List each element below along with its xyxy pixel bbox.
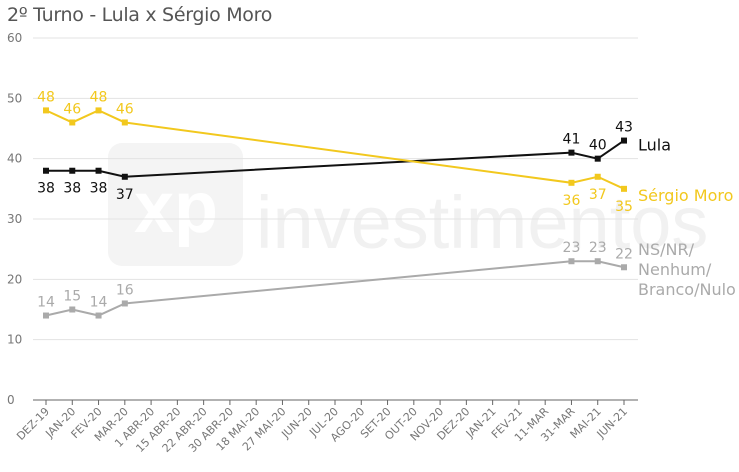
series-ns: 14 15 14 16 23 23 22 NS/NR/Nenhum/Branco/Nulo [37,240,736,319]
y-tick-label: 40 [7,152,22,166]
data-point [121,173,128,180]
data-point [621,137,627,144]
x-tick-label: DEZ-19 [14,405,52,443]
data-label: 14 [90,295,108,311]
data-point [69,306,76,313]
xp-logo-badge [108,143,243,266]
data-label: 37 [589,187,607,203]
data-label: 23 [589,240,607,256]
data-point [95,167,102,174]
data-label: 36 [563,193,581,209]
series-name-label: NS/NR/ [638,240,695,259]
data-point [121,300,128,307]
y-tick-label: 10 [7,333,22,347]
series-name-label: Branco/Nulo [638,280,736,299]
data-label: 15 [63,289,81,305]
data-label: 46 [116,101,134,117]
series-group: 38 38 38 37 41 40 43 Lula 48 46 48 46 36 37 35 Sérgio M… [37,89,736,319]
data-point [69,119,76,126]
data-label: 43 [615,120,633,136]
xp-investimentos-watermark: xp investimentos [108,143,708,266]
y-tick-label: 0 [7,393,15,407]
data-point [43,312,49,319]
y-tick-label: 30 [7,212,22,226]
data-label: 46 [63,101,81,117]
data-label: 48 [90,89,108,105]
data-point [121,119,128,126]
data-label: 38 [90,181,108,197]
data-label: 40 [589,138,607,154]
data-label: 38 [37,181,55,197]
data-point [594,155,601,162]
y-tick-label: 50 [7,91,22,105]
data-label: 22 [615,246,633,262]
data-point [568,149,575,156]
data-label: 38 [63,181,81,197]
series-lula: 38 38 38 37 41 40 43 Lula [37,120,671,203]
data-point [594,173,601,180]
data-label: 35 [615,199,633,215]
series-name-label: Lula [638,136,671,155]
data-label: 16 [116,282,134,298]
watermark-text: investimentos [256,181,708,264]
chart-title: 2º Turno - Lula x Sérgio Moro [7,4,273,26]
data-label: 23 [563,240,581,256]
data-point [95,107,102,114]
series-name-label: Nenhum/ [638,260,712,279]
data-label: 14 [37,295,55,311]
grid [33,37,638,341]
data-point [95,312,102,319]
data-label: 37 [116,187,134,203]
y-axis: 0 10 20 30 40 50 60 [7,31,22,407]
xp-logo-mark: xp [134,168,218,248]
data-point [43,167,49,174]
data-point [568,258,575,265]
data-point [43,107,49,114]
data-label: 48 [37,89,55,105]
data-point [594,258,601,265]
data-point [621,264,627,271]
data-point [568,179,575,186]
data-point [621,185,627,192]
series-moro: 48 46 48 46 36 37 35 Sérgio Moro [37,89,733,214]
y-tick-label: 20 [7,272,22,286]
series-name-label: Sérgio Moro [638,186,733,205]
data-point [69,167,76,174]
y-tick-label: 60 [7,31,22,45]
data-label: 41 [563,132,581,148]
